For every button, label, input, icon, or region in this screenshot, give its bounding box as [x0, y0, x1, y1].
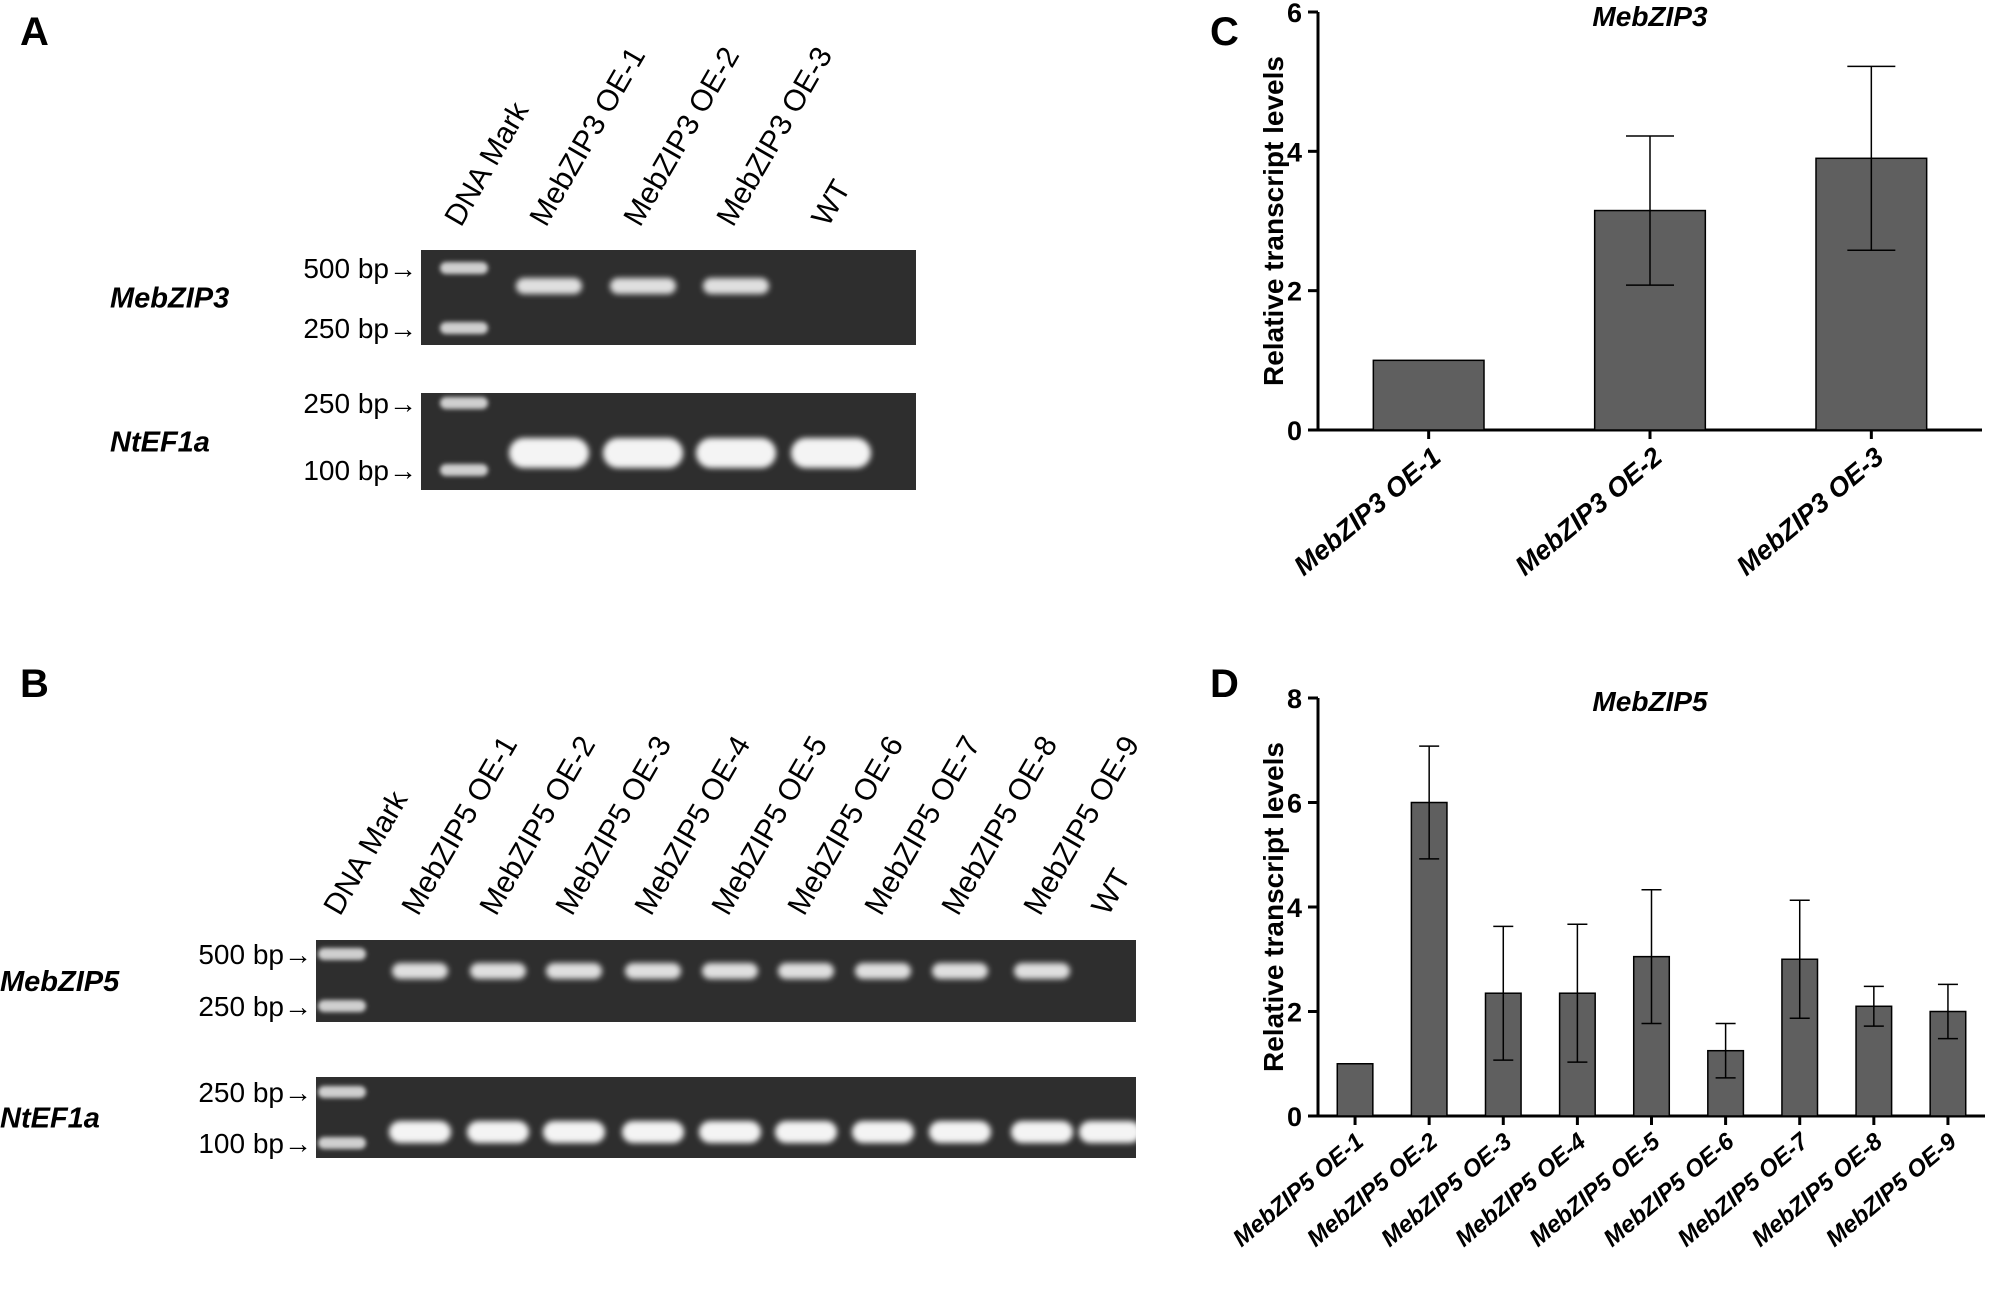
- gel_B-gel-strip: [316, 940, 1136, 1022]
- y-tick-label: 4: [1287, 137, 1302, 167]
- gel_A-lane-label: WT: [805, 175, 857, 232]
- gel_A-band: [516, 278, 582, 294]
- y-tick-label: 6: [1287, 0, 1302, 28]
- gel_B-band: [467, 1121, 529, 1143]
- gel_B-band: [929, 1121, 991, 1143]
- panel-letter-d: D: [1210, 662, 1239, 706]
- gel_B-gene-label: MebZIP5: [0, 966, 120, 998]
- gel_B-band: [546, 963, 602, 979]
- x-category-label: MebZIP5 OE-9: [1821, 1127, 1962, 1252]
- x-category-label: MebZIP3 OE-1: [1288, 442, 1446, 582]
- y-tick-label: 0: [1287, 1102, 1302, 1132]
- gel_B-marker-label: 500 bp→: [198, 939, 312, 970]
- y-tick-label: 6: [1287, 789, 1302, 819]
- gel_B-band: [625, 963, 681, 979]
- gel_B-ladder-band: [318, 1000, 366, 1012]
- gel_A-ladder-band: [440, 322, 488, 334]
- x-category-label: MebZIP3 OE-2: [1510, 442, 1668, 582]
- gel_B-band: [543, 1121, 605, 1143]
- gel_B-band: [1014, 963, 1070, 979]
- gel_B-lane-label: WT: [1085, 864, 1137, 921]
- bar: [1336, 1063, 1374, 1117]
- chart-title: MebZIP5: [1592, 686, 1708, 717]
- gel_A-lane-label: DNA Mark: [438, 96, 535, 232]
- gel_B-marker-label: 250 bp→: [198, 991, 312, 1022]
- gel_B-gel-strip: [316, 1077, 1136, 1158]
- gel_B-band: [389, 1121, 451, 1143]
- gel_A-ladder-band: [440, 262, 488, 274]
- gel_B-marker-label: 100 bp→: [198, 1128, 312, 1159]
- chart-d: MebZIP5 Relative transcript levels 0 2 4 6 8 Me…: [1228, 684, 1985, 1252]
- gel_B-band: [778, 963, 834, 979]
- gel_A-band: [509, 438, 589, 468]
- gel_A-band: [603, 438, 683, 468]
- gel_B-band: [932, 963, 988, 979]
- chart-title: MebZIP3: [1592, 1, 1708, 32]
- y-axis-label: Relative transcript levels: [1258, 56, 1289, 386]
- panel-letter-b: B: [20, 662, 49, 706]
- gel_B-band: [392, 963, 448, 979]
- y-axis-label: Relative transcript levels: [1258, 742, 1289, 1072]
- bar: [1372, 359, 1485, 431]
- x-category-label: MebZIP5 OE-2: [1302, 1127, 1443, 1252]
- gel_B-band: [622, 1121, 684, 1143]
- gel_B-marker-label: 250 bp→: [198, 1077, 312, 1108]
- y-tick-label: 8: [1287, 684, 1302, 714]
- gel_A-band: [696, 438, 776, 468]
- gel_A-marker-label: 250 bp→: [303, 388, 417, 419]
- gel_B-band: [852, 1121, 914, 1143]
- gel_A-ladder-band: [440, 397, 488, 409]
- y-tick-label: 2: [1287, 998, 1302, 1028]
- panel-letter-a: A: [20, 10, 49, 54]
- x-category-label: MebZIP5 OE-5: [1524, 1127, 1665, 1252]
- gel_B-band: [1011, 1121, 1073, 1143]
- gel_A-gene-label: MebZIP3: [110, 283, 229, 315]
- gel_B-band: [702, 963, 758, 979]
- gel_A-band: [610, 278, 676, 294]
- x-category-label: MebZIP5 OE-3: [1376, 1127, 1517, 1252]
- y-tick-label: 0: [1287, 416, 1302, 446]
- x-category-label: MebZIP5 OE-6: [1598, 1127, 1739, 1252]
- x-category-label: MebZIP5 OE-1: [1228, 1128, 1369, 1252]
- gel_A-marker-label: 100 bp→: [303, 455, 417, 486]
- gel_A-band: [703, 278, 769, 294]
- gel_B-band: [1079, 1121, 1141, 1143]
- gel_A-gel-strip: [421, 250, 916, 345]
- gel_B-band: [699, 1121, 761, 1143]
- panel-letter-c: C: [1210, 10, 1239, 54]
- gel_B-band: [855, 963, 911, 979]
- gel_A-band: [791, 438, 871, 468]
- gel_B-ladder-band: [318, 1086, 366, 1098]
- gel_A-marker-label: 250 bp→: [303, 313, 417, 344]
- gel_B-band: [470, 963, 526, 979]
- gel_B-gene-label: NtEF1a: [0, 1103, 100, 1135]
- y-tick-label: 2: [1287, 277, 1302, 307]
- x-category-label: MebZIP5 OE-4: [1450, 1128, 1591, 1252]
- gel_B-ladder-band: [318, 1137, 366, 1149]
- gel_B-ladder-band: [318, 948, 366, 960]
- gel_B-band: [775, 1121, 837, 1143]
- x-category-label: MebZIP3 OE-3: [1731, 442, 1889, 582]
- y-tick-label: 4: [1287, 893, 1302, 923]
- chart-c: MebZIP3 Relative transcript levels 0 2 4 6 Meb…: [1258, 0, 1982, 581]
- gel_A-ladder-band: [440, 464, 488, 476]
- x-category-label: MebZIP5 OE-8: [1747, 1127, 1888, 1252]
- gel_A-gene-label: NtEF1a: [110, 427, 210, 459]
- x-category-label: MebZIP5 OE-7: [1673, 1127, 1815, 1252]
- gel_A-marker-label: 500 bp→: [303, 253, 417, 284]
